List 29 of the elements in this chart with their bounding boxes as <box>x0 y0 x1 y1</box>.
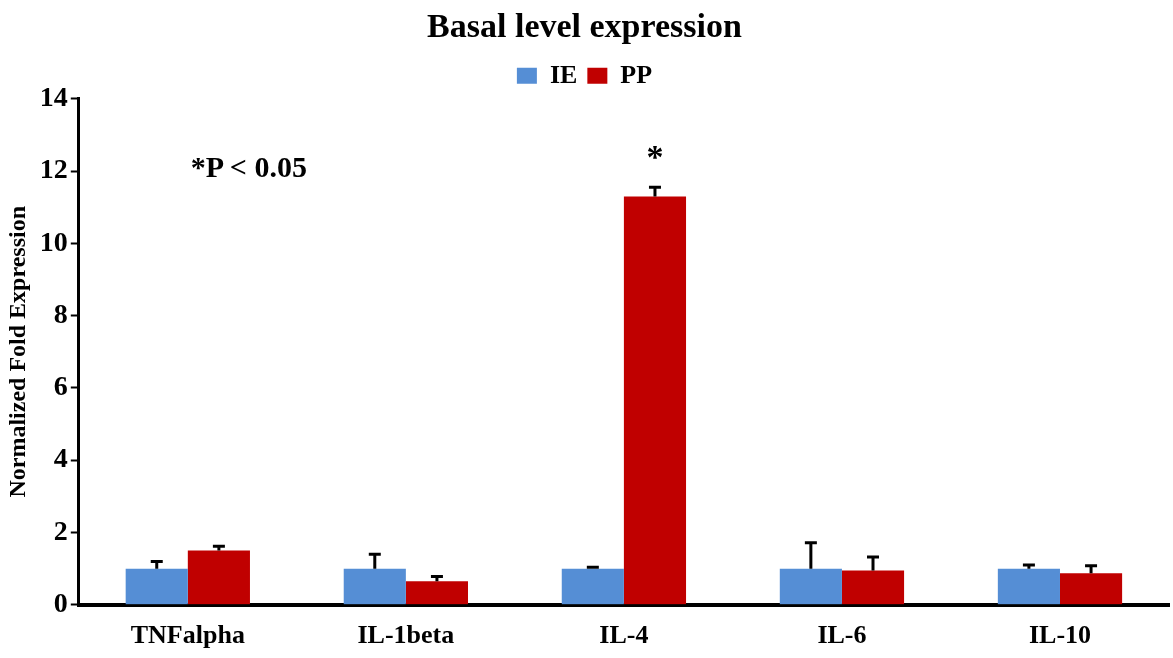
y-tick-label: 6 <box>53 370 68 402</box>
bar <box>405 581 468 605</box>
y-tick-label: 14 <box>39 81 68 113</box>
bar <box>997 568 1060 605</box>
bar <box>561 568 624 605</box>
legend-label: PP <box>620 59 653 89</box>
x-tick-label: IL-1beta <box>357 620 455 650</box>
legend-label: IE <box>549 59 578 89</box>
bar <box>343 568 406 605</box>
bar <box>187 550 250 605</box>
chart-title: Basal level expression <box>427 7 742 45</box>
y-tick-label: 12 <box>39 153 68 185</box>
y-tick-label: 8 <box>53 297 68 329</box>
x-tick-label: IL-4 <box>599 620 649 650</box>
bar <box>623 196 687 605</box>
bar <box>125 568 188 605</box>
bar <box>779 568 842 605</box>
annotation: * <box>646 138 664 176</box>
x-tick-label: IL-6 <box>817 620 867 650</box>
y-tick-label: 10 <box>39 225 68 257</box>
bar <box>841 570 905 605</box>
bar <box>1059 573 1123 605</box>
y-tick-label: 4 <box>53 442 68 474</box>
y-tick-label: 2 <box>53 514 68 546</box>
x-tick-label: TNFalpha <box>130 620 245 650</box>
y-axis-title: Normalized Fold Expression <box>3 206 30 498</box>
y-tick-label: 0 <box>53 587 68 619</box>
x-tick-label: IL-10 <box>1028 620 1092 650</box>
annotation: *P < 0.05 <box>190 149 307 183</box>
